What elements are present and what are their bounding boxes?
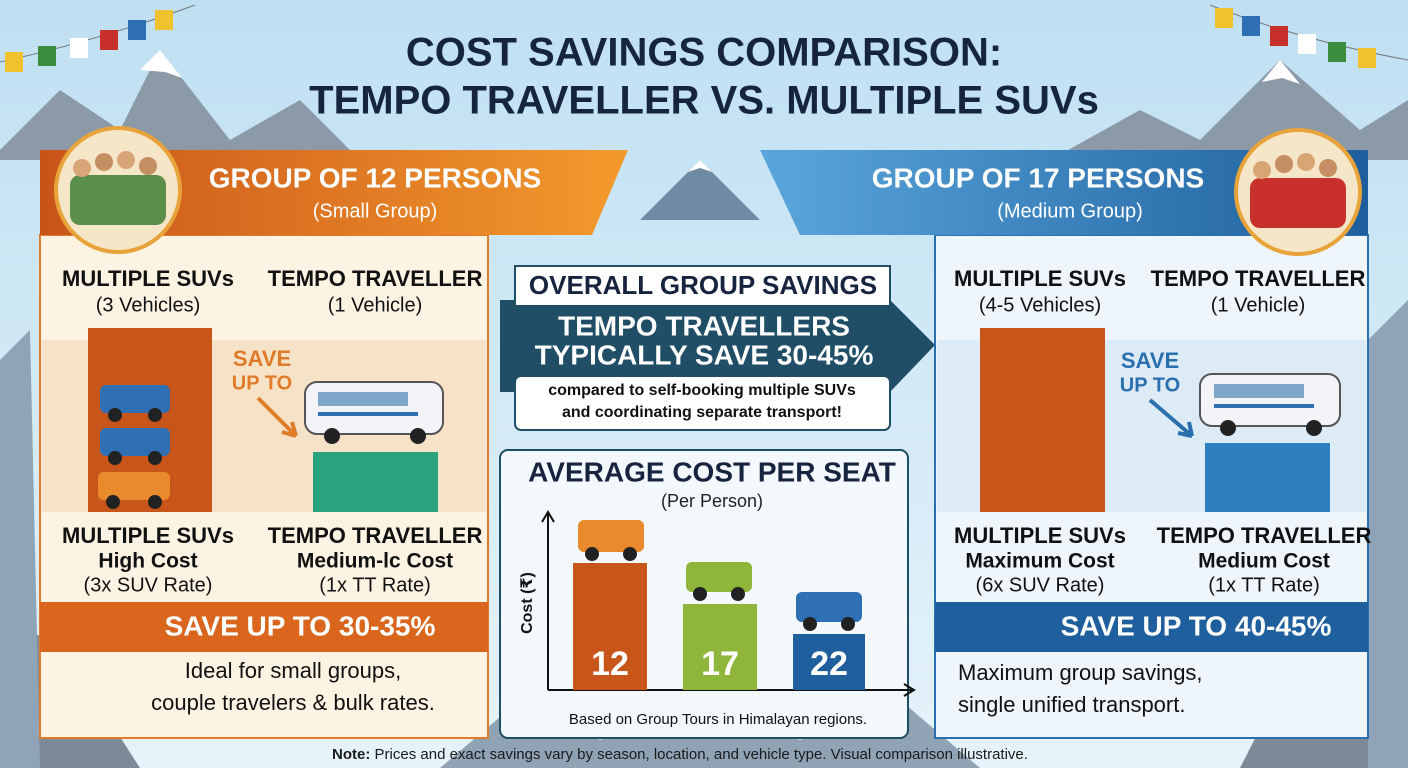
panel-note: single unified transport. (958, 692, 1185, 717)
column-subtitle: (1 Vehicle) (328, 294, 423, 316)
left-header-text: GROUP OF 12 PERSONS (209, 162, 541, 193)
prayer-flags (0, 4, 1408, 72)
banner (40, 602, 488, 652)
tt-bar (1205, 443, 1330, 512)
banner-text: SAVE UP TO 30-35% (165, 610, 436, 641)
cost-title: AVERAGE COST PER SEAT (528, 456, 896, 487)
van-icon (1199, 373, 1341, 436)
suv-bar (980, 328, 1105, 512)
axes (541, 510, 916, 697)
column-subtitle: (1 Vehicle) (1211, 294, 1306, 316)
group-icon (54, 126, 182, 254)
panel-note: couple travelers & bulk rates. (151, 690, 435, 715)
banner (935, 602, 1368, 652)
savings-headline: TEMPO TRAVELLERS (558, 310, 850, 341)
column-subtitle: (3 Vehicles) (96, 294, 201, 316)
bar-label: 22 (810, 645, 848, 683)
right-header-text: GROUP OF 17 PERSONS (872, 162, 1204, 193)
bottom-cost: High Cost (98, 550, 197, 573)
cost-bar (573, 563, 647, 690)
y-axis-label: Cost (₹) (519, 572, 536, 634)
column-title: MULTIPLE SUVs (954, 266, 1126, 291)
suv-icons (98, 385, 170, 509)
callout-arrow (256, 396, 298, 438)
bottom-cost: Medium Cost (1198, 550, 1330, 573)
savings-text-box (514, 375, 891, 431)
bottom-title: TEMPO TRAVELLER (268, 523, 483, 548)
bottom-rate: (3x SUV Rate) (84, 574, 213, 596)
savings-text: compared to self-booking multiple SUVs (548, 382, 856, 399)
bottom-title: TEMPO TRAVELLER (1157, 523, 1372, 548)
van-icon (304, 381, 444, 444)
savings-title-box (514, 265, 891, 307)
right-subheader: (Medium Group) (997, 200, 1143, 222)
callout: UP TO (232, 372, 292, 394)
callout-arrow (1148, 398, 1194, 438)
cost-bar (793, 634, 865, 690)
note-label: Note: (332, 746, 370, 763)
bottom-rate: (1x TT Rate) (1208, 574, 1320, 596)
note: Note: Prices and exact savings vary by s… (332, 746, 1028, 763)
bottom-title: MULTIPLE SUVs (954, 523, 1126, 548)
title-line: TEMPO TRAVELLER VS. MULTIPLE SUVs (309, 79, 1099, 123)
column-subtitle: (4-5 Vehicles) (979, 294, 1101, 316)
column-title: TEMPO TRAVELLER (268, 266, 483, 291)
savings-text: and coordinating separate transport! (562, 404, 842, 421)
panel-note: Maximum group savings, (958, 660, 1203, 685)
bottom-cost: Medium-lc Cost (297, 550, 453, 573)
bottom-rate: (6x SUV Rate) (976, 574, 1105, 596)
panel-note: Ideal for small groups, (185, 658, 401, 683)
column-title: MULTIPLE SUVs (62, 266, 234, 291)
title-line: COST SAVINGS COMPARISON: (406, 31, 1002, 75)
savings-arrow (500, 300, 935, 392)
bar-label: 17 (701, 645, 739, 683)
cost-subtitle: (Per Person) (661, 491, 763, 511)
banner-text: SAVE UP TO 40-45% (1061, 610, 1332, 641)
group-icon (1234, 128, 1362, 256)
vehicle-icons (578, 520, 862, 631)
right-header (760, 150, 1368, 235)
left-subheader: (Small Group) (313, 200, 437, 222)
cost-footnote: Based on Group Tours in Himalayan region… (569, 711, 867, 728)
note-text: Prices and exact savings vary by season,… (370, 746, 1028, 763)
cost-bar (683, 604, 757, 690)
callout: SAVE (1121, 348, 1179, 373)
callout: SAVE (233, 346, 291, 371)
savings-headline: TYPICALLY SAVE 30-45% (535, 339, 874, 370)
bottom-cost: Maximum Cost (965, 550, 1114, 573)
bar-label: 12 (591, 645, 629, 683)
callout: UP TO (1120, 374, 1180, 396)
bottom-title: MULTIPLE SUVs (62, 523, 234, 548)
left-header (40, 150, 628, 235)
tt-bar (313, 452, 438, 512)
bottom-rate: (1x TT Rate) (319, 574, 431, 596)
column-title: TEMPO TRAVELLER (1151, 266, 1366, 291)
savings-title: OVERALL GROUP SAVINGS (529, 270, 877, 300)
